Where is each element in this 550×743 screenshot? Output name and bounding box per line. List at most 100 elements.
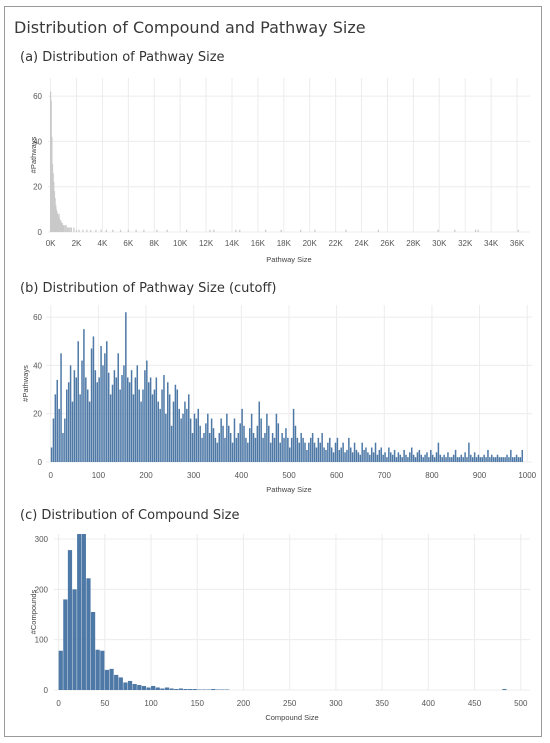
panel-b-bar <box>460 454 463 462</box>
panel-b-bar <box>147 382 150 462</box>
panel-c-bar <box>100 650 105 690</box>
panel-b-bar <box>180 418 182 462</box>
panel-a-x-tick-label: 26K <box>380 239 395 248</box>
panel-c-title: (c) Distribution of Compound Size <box>20 508 240 523</box>
panel-b-bar <box>67 382 70 462</box>
panel-b-bar <box>250 413 253 462</box>
panel-c-x-tick-label: 50 <box>100 699 109 708</box>
panel-b-bar <box>210 418 213 462</box>
panel-c-bar <box>178 688 183 690</box>
panel-b-bar <box>393 449 396 462</box>
panel-b-bar <box>443 454 445 462</box>
panel-a-bar <box>280 229 282 232</box>
panel-a-bar <box>235 229 237 232</box>
panel-a-bar <box>239 229 241 232</box>
panel-b-bar <box>376 454 379 462</box>
panel-b-bar <box>186 408 188 462</box>
panel-c-bar <box>90 612 96 690</box>
panel-b-bar <box>416 452 419 462</box>
panel-b-bar <box>508 457 510 462</box>
panel-b-bar <box>441 457 443 462</box>
panel-b-bar <box>492 457 495 462</box>
panel-b-bar <box>390 452 392 462</box>
panel-b-bar <box>498 457 501 462</box>
panel-b-bar <box>353 442 356 462</box>
panel-b-bar <box>235 437 238 462</box>
panel-b-bar <box>71 401 74 462</box>
panel-b-bar <box>489 457 491 462</box>
panel-a-bar <box>68 227 70 232</box>
panel-b-bar <box>327 442 329 462</box>
panel-c-bar <box>146 687 151 690</box>
panel-b-bar <box>189 418 192 462</box>
panel-a-bar <box>127 229 129 232</box>
panel-b-bar <box>199 425 201 462</box>
panel-a-x-tick-label: 36K <box>510 239 525 248</box>
panel-b-bar <box>191 433 194 462</box>
panel-b-x-tick-label: 600 <box>330 471 344 480</box>
panel-a-x-tick-label: 0K <box>46 239 56 248</box>
panel-c-x-tick-label: 400 <box>422 699 436 708</box>
panel-b-bar <box>410 447 413 462</box>
panel-c-bar <box>211 688 216 690</box>
panel-b-bar <box>504 457 506 462</box>
panel-a-bar <box>454 229 456 232</box>
panel-b-bar <box>243 425 245 462</box>
panel-b-bar <box>298 442 301 462</box>
panel-a-x-tick-label: 32K <box>458 239 473 248</box>
panel-b-bar <box>90 348 93 462</box>
panel-b-bar <box>56 379 58 462</box>
panel-b-bar <box>149 377 152 462</box>
panel-b-bar <box>325 449 327 462</box>
panel-b-bar <box>289 447 291 462</box>
panel-a-bar <box>156 229 158 232</box>
panel-a-bar <box>53 191 56 232</box>
panel-b-bar <box>363 449 365 462</box>
panel-b-bar <box>75 377 78 462</box>
panel-b-bar <box>424 454 426 462</box>
panel-b-bar <box>515 454 518 462</box>
panel-a-bar <box>75 229 78 232</box>
panel-b-bar <box>119 389 121 462</box>
panel-c-bar <box>201 689 207 690</box>
panel-b-bar <box>98 377 100 462</box>
panel-b-bar <box>157 401 159 462</box>
panel-a-bar <box>51 164 54 232</box>
panel-a-bar <box>73 227 75 232</box>
panel-c-x-tick-label: 300 <box>329 699 343 708</box>
panel-b-bar <box>355 449 358 462</box>
panel-b-bar <box>451 457 453 462</box>
panel-b-bar <box>170 425 173 462</box>
panel-a-bar <box>57 216 59 232</box>
panel-a-bar <box>314 229 316 232</box>
panel-a-bar <box>59 220 61 232</box>
panel-c-bar <box>77 534 82 690</box>
panel-b-bar <box>380 447 382 462</box>
panel-b-bar <box>271 433 274 462</box>
panel-a-x-tick-label: 30K <box>432 239 447 248</box>
panel-c-bar <box>188 688 193 690</box>
panel-b-bar <box>285 428 287 462</box>
panel-b-bar <box>456 457 459 462</box>
panel-c-bar <box>197 689 202 690</box>
panel-b-bar <box>292 408 295 462</box>
panel-b-bar <box>109 394 112 462</box>
panel-b-bar <box>332 452 335 462</box>
panel-b-bar <box>50 447 53 462</box>
panel-a-bar <box>69 227 71 232</box>
panel-b-bar <box>422 457 424 462</box>
panel-b-bar <box>123 365 125 462</box>
panel-a-bar <box>60 220 62 232</box>
panel-a-bar <box>62 225 65 232</box>
panel-c-x-tick-label: 250 <box>283 699 297 708</box>
panel-b-bar <box>491 454 493 462</box>
panel-b-bar <box>111 384 114 462</box>
panel-a-bar <box>474 229 477 232</box>
panel-b-bar <box>205 423 207 462</box>
panel-c-bar <box>151 685 156 690</box>
panel-b-bar <box>346 449 348 462</box>
panel-b-bar <box>132 394 135 462</box>
panel-a-bar <box>100 229 102 232</box>
panel-b-bar <box>329 437 331 462</box>
panel-b-x-tick-label: 400 <box>235 471 249 480</box>
